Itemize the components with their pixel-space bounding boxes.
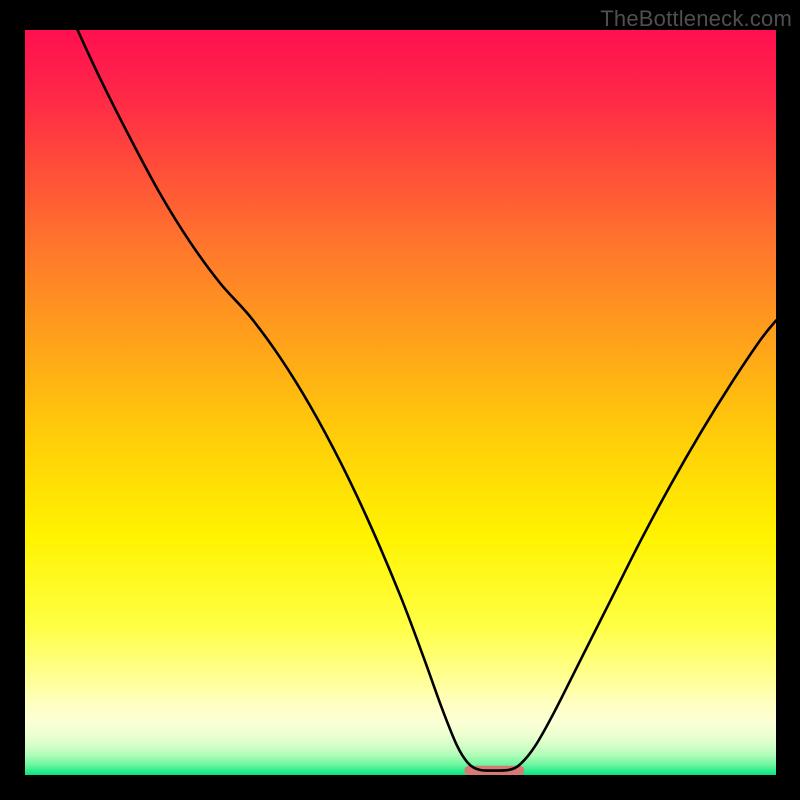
plot-area: [25, 30, 776, 775]
source-watermark: TheBottleneck.com: [600, 6, 792, 32]
chart-container: { "source_watermark": "TheBottleneck.com…: [0, 0, 800, 800]
bottleneck-curve: [78, 30, 776, 771]
plot-svg: [25, 30, 776, 775]
